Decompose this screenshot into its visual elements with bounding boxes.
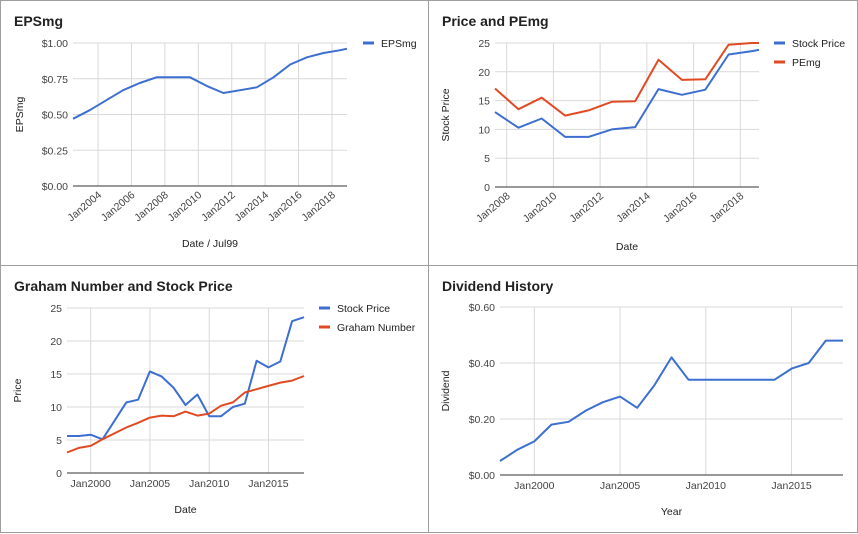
x-tick-label: Jan2010 bbox=[166, 189, 205, 224]
chart-epsmg: EPSmg$0.00$0.25$0.50$0.75$1.00Jan2004Jan… bbox=[14, 13, 417, 250]
x-tick-label: Jan2010 bbox=[686, 480, 726, 492]
x-tick-label: Jan2018 bbox=[299, 189, 338, 224]
y-tick-label: 20 bbox=[50, 336, 62, 348]
series-line-dividend bbox=[499, 339, 843, 462]
x-tick-label: Jan2018 bbox=[708, 190, 747, 225]
series-line-stock-price bbox=[67, 316, 305, 441]
y-tick-label: $0.25 bbox=[42, 145, 68, 157]
y-tick-label: 5 bbox=[484, 153, 490, 165]
chart-dividend: Dividend History $0.00 $0.20 $0.40 $0.60 Jan2… bbox=[440, 278, 843, 518]
x-tick-label: Jan2016 bbox=[661, 190, 700, 225]
series-line-graham-number bbox=[66, 375, 305, 454]
legend-label: Graham Number bbox=[337, 322, 416, 334]
y-tick-label: 25 bbox=[478, 38, 490, 50]
x-tick-label: Jan2014 bbox=[614, 190, 653, 225]
chart-panel-epsmg: EPSmg $0.00 $0.25 $0.50 $0.75 $1.00 Jan2004 Jan… bbox=[0, 0, 429, 266]
y-tick-label: $0.00 bbox=[469, 470, 495, 482]
y-axis-label: EPSmg bbox=[14, 97, 26, 133]
x-axis-label: Date / Jul99 bbox=[182, 238, 238, 250]
chart-panel-dividend: Dividend History $0.00 $0.20 $0.40 $0.60 Jan2… bbox=[428, 265, 858, 533]
chart-panel-price-pemg: Price and PEmg 0 5 10 15 20 25 Jan2008 Jan2010 Ja… bbox=[428, 0, 858, 266]
chart-panel-graham: Graham Number and Stock Price 0 5 10 15 20 25 J… bbox=[0, 265, 429, 533]
chart-title: Dividend History bbox=[442, 278, 553, 294]
y-axis-label: Price bbox=[12, 378, 24, 402]
x-axis-label: Date bbox=[174, 504, 196, 516]
x-tick-label: Jan2008 bbox=[132, 189, 171, 224]
x-tick-label: Jan2015 bbox=[771, 480, 811, 492]
legend-label: PEmg bbox=[792, 57, 821, 69]
x-tick-label: Jan2012 bbox=[199, 189, 238, 224]
chart-title: Graham Number and Stock Price bbox=[14, 278, 233, 294]
chart-graham: Graham Number and Stock Price 0 5 10 15 20 25 J… bbox=[12, 278, 416, 516]
x-tick-label: Jan2010 bbox=[189, 478, 229, 490]
y-axis-label: Stock Price bbox=[440, 88, 452, 141]
y-tick-label: 5 bbox=[56, 435, 62, 447]
x-tick-label: Jan2008 bbox=[474, 190, 513, 225]
y-tick-label: 15 bbox=[478, 96, 490, 108]
y-tick-label: 15 bbox=[50, 369, 62, 381]
y-tick-label: 10 bbox=[478, 124, 490, 136]
y-tick-label: $0.40 bbox=[469, 358, 495, 370]
x-tick-label: Jan2005 bbox=[130, 478, 170, 490]
x-tick-label: Jan2004 bbox=[65, 189, 104, 224]
x-tick-label: Jan2000 bbox=[514, 480, 554, 492]
x-tick-label: Jan2014 bbox=[232, 189, 271, 224]
legend-label: Stock Price bbox=[792, 38, 845, 50]
x-tick-label: Jan2016 bbox=[266, 189, 305, 224]
y-tick-label: $0.50 bbox=[42, 110, 68, 122]
y-tick-label: $0.00 bbox=[42, 181, 68, 193]
series-line-epsmg bbox=[72, 47, 348, 120]
x-axis-label: Date bbox=[616, 241, 638, 253]
y-tick-label: 0 bbox=[484, 182, 490, 194]
y-tick-label: 10 bbox=[50, 402, 62, 414]
x-tick-label: Jan2006 bbox=[99, 189, 138, 224]
y-tick-label: 20 bbox=[478, 67, 490, 79]
x-tick-label: Jan2005 bbox=[600, 480, 640, 492]
y-axis-label: Dividend bbox=[440, 370, 452, 411]
x-tick-label: Jan2000 bbox=[71, 478, 111, 490]
x-tick-label: Jan2012 bbox=[567, 190, 606, 225]
chart-title: EPSmg bbox=[14, 13, 63, 29]
y-tick-label: $0.60 bbox=[469, 302, 495, 314]
legend-label: Stock Price bbox=[337, 303, 390, 315]
series-line-pemg bbox=[494, 42, 759, 117]
legend-label: EPSmg bbox=[381, 38, 417, 50]
series-line-stock-price bbox=[494, 48, 760, 138]
y-tick-label: 0 bbox=[56, 468, 62, 480]
y-tick-label: 25 bbox=[50, 303, 62, 315]
x-axis-label: Year bbox=[661, 506, 683, 518]
y-tick-label: $1.00 bbox=[42, 38, 68, 50]
y-tick-label: $0.75 bbox=[42, 74, 68, 86]
chart-title: Price and PEmg bbox=[442, 13, 549, 29]
x-tick-label: Jan2010 bbox=[521, 190, 560, 225]
x-tick-label: Jan2015 bbox=[248, 478, 288, 490]
y-tick-label: $0.20 bbox=[469, 414, 495, 426]
